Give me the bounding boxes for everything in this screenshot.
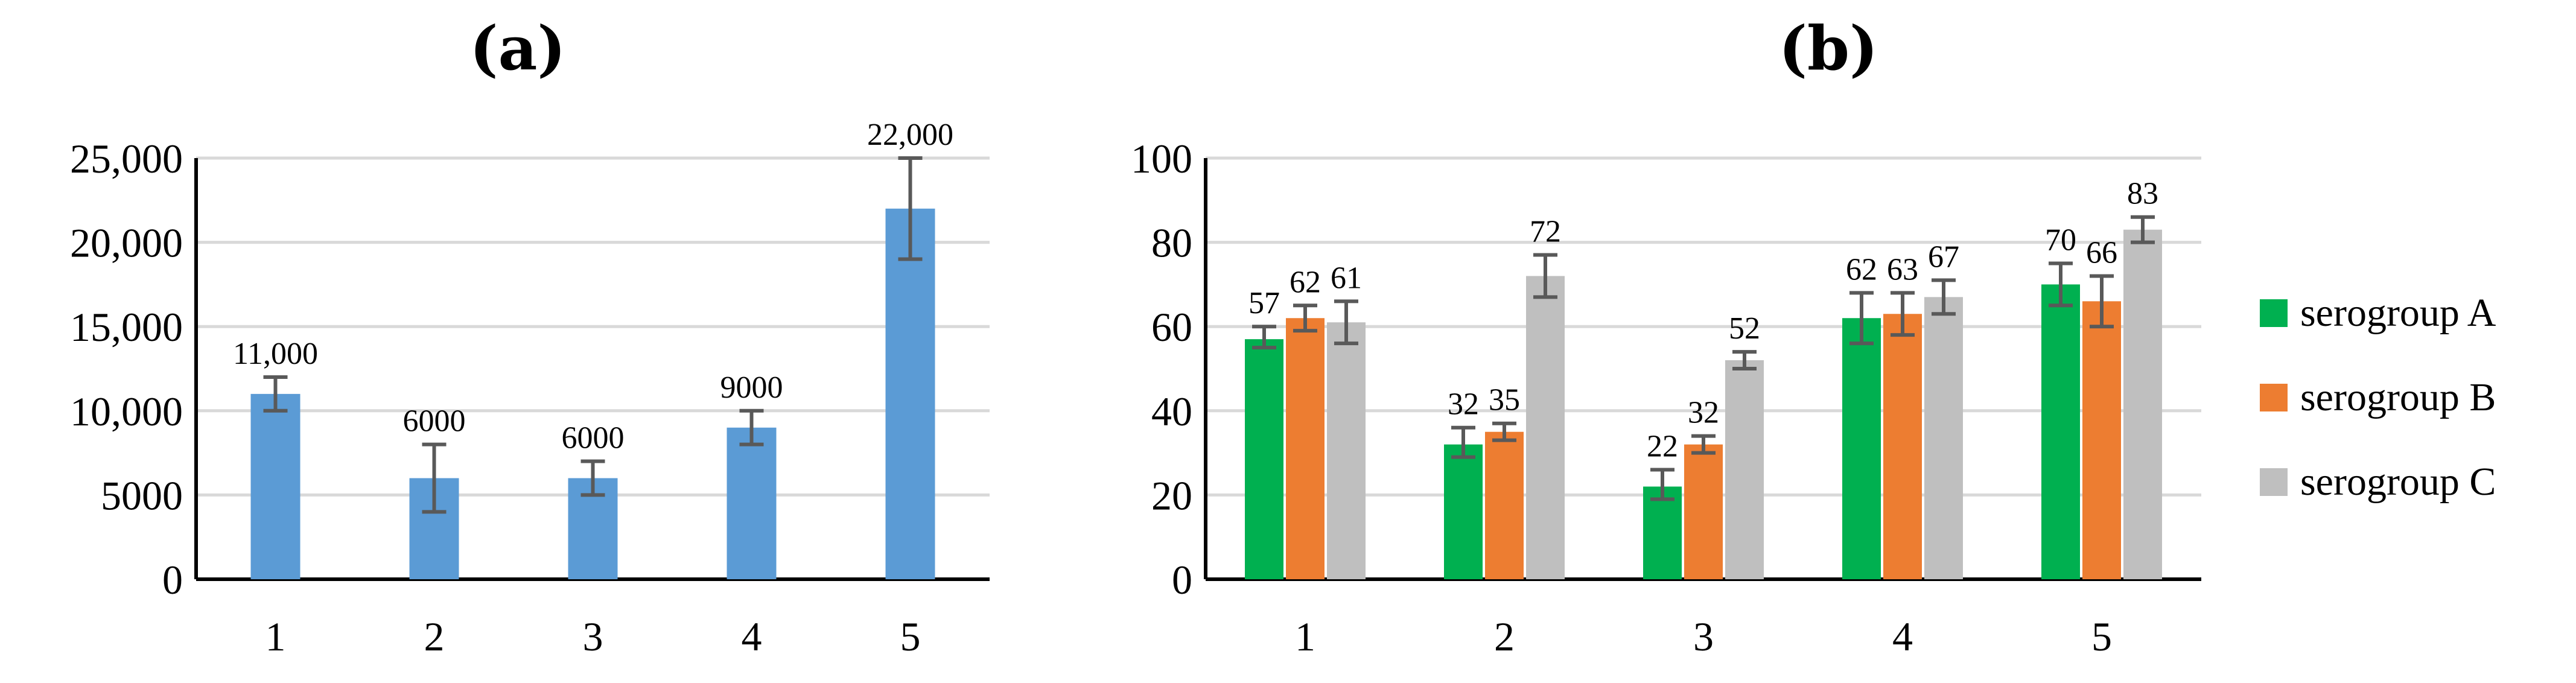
chart-a-y-tick-label: 15,000 bbox=[70, 304, 183, 350]
chart-b-data-label: 22 bbox=[1647, 430, 1678, 464]
chart-a-bar bbox=[727, 427, 777, 579]
chart-a-y-tick-label: 25,000 bbox=[70, 136, 183, 182]
chart-b-x-tick-label: 4 bbox=[1892, 614, 1913, 659]
chart-b-y-tick-label: 60 bbox=[1151, 304, 1192, 350]
chart-a-bar bbox=[885, 208, 935, 579]
chart-b-x-tick-label: 5 bbox=[2091, 614, 2112, 659]
legend-label: serogroup A bbox=[2300, 291, 2496, 335]
chart-b-bar bbox=[1485, 431, 1524, 579]
chart-b-y-tick-label: 100 bbox=[1131, 136, 1192, 182]
chart-b-y-tick-label: 0 bbox=[1172, 557, 1192, 603]
chart-b-x-tick-label: 2 bbox=[1494, 614, 1515, 659]
chart-b-title: (b) bbox=[1779, 13, 1878, 84]
chart-b-bar bbox=[1327, 322, 1366, 579]
chart-b-data-label: 32 bbox=[1448, 387, 1479, 422]
chart-b-data-label: 72 bbox=[1530, 215, 1561, 249]
chart-b-data-label: 62 bbox=[1846, 252, 1877, 287]
chart-b-bar bbox=[2082, 301, 2121, 579]
chart-b-bar bbox=[1245, 339, 1283, 579]
chart-b-bar bbox=[1684, 444, 1723, 579]
chart-a-x-tick-label: 5 bbox=[900, 614, 921, 659]
chart-a-data-label: 11,000 bbox=[233, 337, 318, 371]
chart-b-bar bbox=[1526, 276, 1565, 579]
legend-swatch bbox=[2260, 468, 2288, 496]
chart-a-data-label: 6000 bbox=[403, 404, 466, 439]
chart-b-bar bbox=[1883, 314, 1922, 579]
chart-a-x-tick-label: 1 bbox=[266, 614, 286, 659]
legend-label: serogroup C bbox=[2300, 460, 2496, 504]
chart-b-data-label: 67 bbox=[1928, 240, 1959, 274]
chart-b-data-label: 62 bbox=[1290, 265, 1321, 299]
chart-b-y-tick-label: 40 bbox=[1151, 389, 1192, 434]
chart-b-data-label: 83 bbox=[2127, 177, 2158, 211]
chart-a-x-tick-label: 3 bbox=[583, 614, 603, 659]
chart-b-x-tick-label: 1 bbox=[1295, 614, 1315, 659]
legend-swatch bbox=[2260, 384, 2288, 411]
chart-a-data-label: 6000 bbox=[562, 421, 625, 456]
chart-b-bar bbox=[1643, 486, 1682, 579]
chart-b-bar bbox=[1286, 318, 1325, 579]
chart-a: (a) 0 5000 10,000 15,000 20,000 25,000 1 11,000… bbox=[70, 13, 990, 659]
chart-b-bar bbox=[2123, 229, 2162, 579]
chart-b-x-tick-label: 3 bbox=[1693, 614, 1714, 659]
chart-b-bar bbox=[1924, 297, 1963, 579]
chart-b-bar bbox=[1842, 318, 1881, 579]
legend-swatch bbox=[2260, 299, 2288, 327]
chart-b-data-label: 61 bbox=[1331, 261, 1362, 295]
chart-a-x-tick-label: 4 bbox=[742, 614, 762, 659]
chart-b-data-label: 66 bbox=[2086, 235, 2117, 270]
chart-b-data-label: 32 bbox=[1688, 396, 1719, 430]
chart-b-data-label: 35 bbox=[1489, 383, 1520, 418]
legend-label: serogroup B bbox=[2300, 375, 2496, 419]
chart-b-y-tick-label: 20 bbox=[1151, 472, 1192, 518]
chart-a-y-tick-label: 10,000 bbox=[70, 389, 183, 434]
chart-b-data-label: 52 bbox=[1729, 311, 1760, 346]
chart-b-bar bbox=[1725, 360, 1764, 579]
chart-b-data-label: 57 bbox=[1248, 286, 1280, 320]
chart-b-bar bbox=[2041, 284, 2080, 579]
chart-a-data-label: 22,000 bbox=[867, 118, 953, 152]
chart-b-data-label: 63 bbox=[1887, 252, 1918, 287]
chart-a-title: (a) bbox=[469, 13, 565, 84]
chart-a-x-tick-label: 2 bbox=[424, 614, 445, 659]
chart-a-bar bbox=[250, 393, 301, 579]
chart-a-y-tick-label: 20,000 bbox=[70, 220, 183, 266]
chart-b-bar bbox=[1444, 444, 1483, 579]
chart-a-y-tick-label: 5000 bbox=[101, 472, 183, 518]
chart-b-data-label: 70 bbox=[2045, 223, 2076, 258]
legend: serogroup A serogroup B serogroup C bbox=[2260, 291, 2496, 504]
chart-b-y-tick-label: 80 bbox=[1151, 220, 1192, 266]
chart-a-data-label: 9000 bbox=[720, 370, 783, 405]
chart-a-y-tick-label: 0 bbox=[162, 557, 183, 603]
chart-b: (b) 0 20 40 60 80 100 1 57 62 61 2 32 35 72 3 22 32 52 4 62… bbox=[1131, 13, 2201, 659]
